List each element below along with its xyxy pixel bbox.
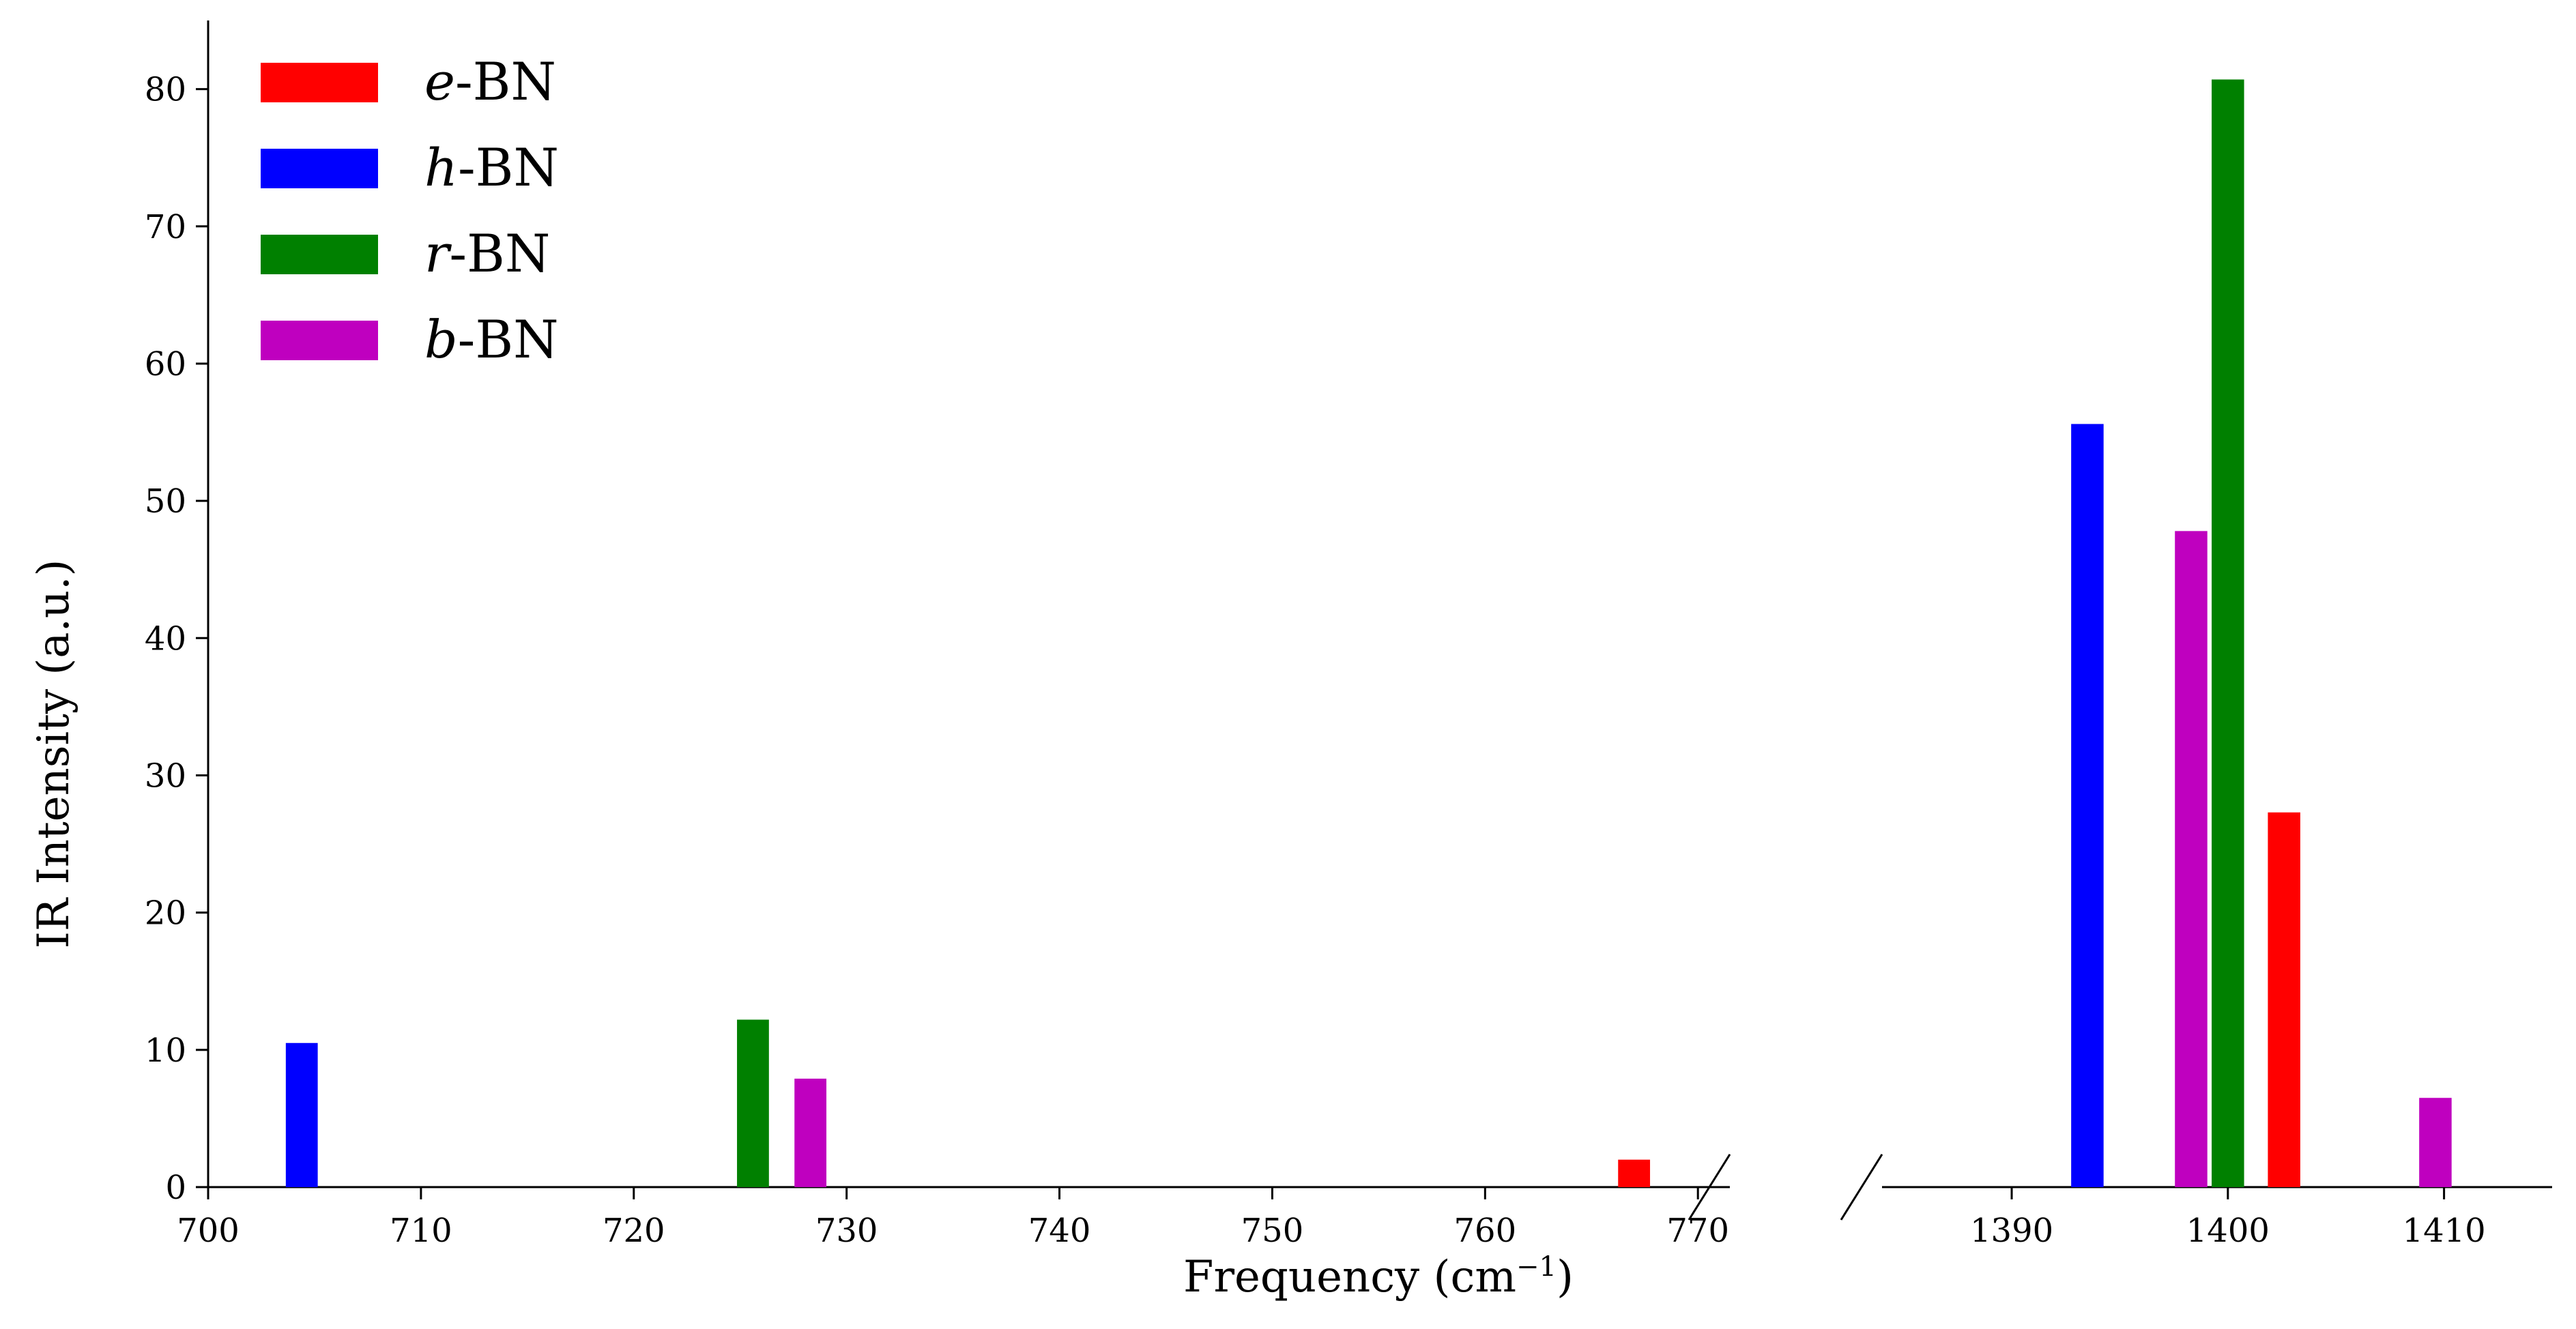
x-tick-label-760: 760: [1454, 1212, 1517, 1250]
legend-label-r: r-BN: [424, 223, 550, 284]
x-tick-label-1410: 1410: [2403, 1212, 2486, 1250]
legend-swatch-h: [261, 149, 378, 188]
bar-h-704-4: [285, 1042, 318, 1187]
x-tick-label-720: 720: [603, 1212, 665, 1250]
x-tick-label-770: 770: [1666, 1212, 1729, 1250]
bar-h-1393-5: [2071, 424, 2104, 1188]
plot-area: 0 10 20 30 40 50 60 70 80 700 710 720 730 740 750 760 77…: [145, 20, 2552, 1250]
legend-label-suffix-h: -BN: [458, 137, 559, 198]
y-tick-label-20: 20: [145, 894, 186, 933]
bar-b-728-3: [794, 1079, 827, 1187]
x-tick-label-740: 740: [1028, 1212, 1091, 1250]
legend-swatch-r: [261, 235, 378, 274]
x-axis-title-close: ): [1557, 1252, 1574, 1302]
x-tick-label-1390: 1390: [1970, 1212, 2053, 1250]
y-tick-label-60: 60: [145, 345, 186, 383]
y-tick-label-70: 70: [145, 208, 186, 246]
bar-r-725-6: [737, 1019, 769, 1187]
legend-label-suffix-e: -BN: [455, 51, 556, 112]
legend-swatch-b: [261, 321, 378, 360]
legend-label-italic-h: h: [424, 137, 458, 198]
x-axis-title-main: Frequency (cm: [1183, 1252, 1516, 1302]
x-tick-label-750: 750: [1241, 1212, 1304, 1250]
x-axis-title: Frequency (cm−1): [1183, 1251, 1574, 1302]
legend-swatch-e: [261, 63, 378, 102]
legend-label-b: b-BN: [424, 309, 559, 370]
y-tick-label-80: 80: [145, 71, 186, 109]
y-tick-label-30: 30: [145, 757, 186, 795]
y-axis-title: IR Intensity (a.u.): [29, 559, 79, 949]
legend-label-italic-e: e: [424, 51, 455, 112]
bar-e-1402-6: [2268, 812, 2300, 1187]
x-tick-label-700: 700: [177, 1212, 240, 1250]
bar-b-1398-3: [2175, 531, 2208, 1187]
legend: e-BNh-BNr-BNb-BN: [261, 51, 559, 370]
legend-label-suffix-b: -BN: [458, 309, 559, 370]
y-tick-label-50: 50: [145, 482, 186, 521]
legend-label-e: e-BN: [424, 51, 556, 112]
bar-r-1400: [2212, 79, 2244, 1188]
legend-label-italic-r: r: [424, 223, 452, 284]
bar-b-1409-6: [2419, 1098, 2452, 1187]
x-tick-label-710: 710: [390, 1212, 452, 1250]
axis-break-mark-right: [1840, 1154, 1883, 1221]
axis-break-mark-left: [1688, 1154, 1731, 1221]
y-tick-label-0: 0: [165, 1169, 186, 1207]
bar-e-767: [1618, 1159, 1651, 1187]
legend-label-suffix-r: -BN: [449, 223, 550, 284]
y-tick-label-40: 40: [145, 619, 186, 658]
x-axis-title-sup: −1: [1516, 1251, 1557, 1283]
x-tick-label-1400: 1400: [2186, 1212, 2270, 1250]
y-tick-label-10: 10: [145, 1032, 186, 1070]
x-tick-label-730: 730: [815, 1212, 878, 1250]
legend-label-h: h-BN: [424, 137, 559, 198]
legend-label-italic-b: b: [424, 309, 458, 370]
